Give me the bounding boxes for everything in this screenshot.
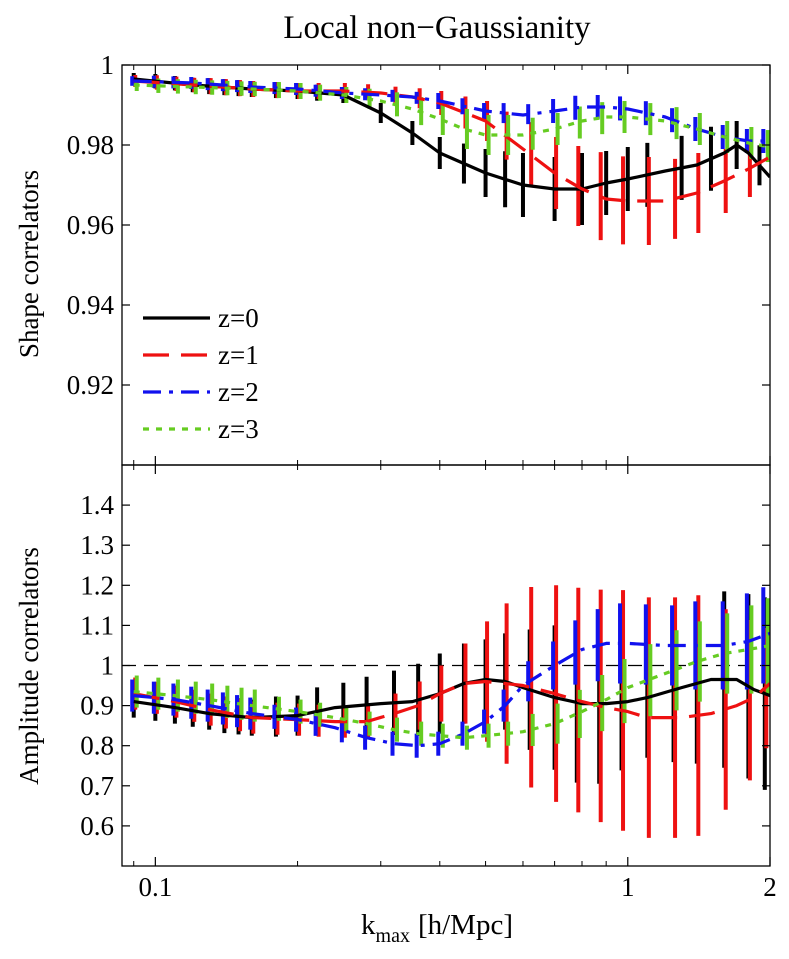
series-line-z3 xyxy=(133,643,770,740)
series-line-z2 xyxy=(133,631,770,748)
y-tick-label: 1.2 xyxy=(80,570,114,600)
y-tick-label: 0.8 xyxy=(80,731,114,761)
y-tick-label: 0.9 xyxy=(80,691,114,721)
legend-label-z1: z=1 xyxy=(218,340,259,370)
y-tick-label: 0.96 xyxy=(67,210,114,240)
x-axis-label: kmax [h/Mpc] xyxy=(361,909,513,947)
legend: z=0 z=1 z=2 z=3 xyxy=(143,303,259,444)
series-line-z2 xyxy=(133,79,770,143)
x-axis-label-units: [h/Mpc] xyxy=(418,909,513,941)
shape-correlators-panel: 0.92 0.94 0.96 0.98 1 xyxy=(67,50,771,466)
series-line-z1 xyxy=(133,79,770,203)
x-tick-label: 0.1 xyxy=(138,872,172,902)
x-axis-label-k: k xyxy=(361,909,376,941)
series-line-z0 xyxy=(133,677,770,720)
y-tick-label: 1.4 xyxy=(80,490,114,520)
y-tick-label: 0.6 xyxy=(80,811,114,841)
legend-label-z2: z=2 xyxy=(218,377,259,407)
y-tick-label: 0.98 xyxy=(67,130,114,160)
plot-area xyxy=(130,585,770,838)
chart-title: Local non−Gaussianity xyxy=(283,10,591,46)
y-tick-label: 0.92 xyxy=(67,370,114,400)
amplitude-correlators-axis-label: Amplitude correlators xyxy=(14,547,44,785)
x-tick-label: 1 xyxy=(621,872,635,902)
x-tick-label: 2 xyxy=(763,872,777,902)
shape-correlators-axis-label: Shape correlators xyxy=(14,170,44,358)
legend-label-z0: z=0 xyxy=(218,303,259,333)
x-axis-label-subscript: max xyxy=(376,925,410,947)
y-tick-label: 0.94 xyxy=(67,290,115,320)
y-tick-label: 1 xyxy=(101,50,115,80)
y-tick-label: 1.1 xyxy=(80,610,114,640)
y-tick-label: 1.3 xyxy=(80,530,114,560)
plot-area xyxy=(130,73,770,245)
amplitude-correlators-panel: 0.6 0.7 0.8 0.9 1 1.1 1.2 1.3 1.4 xyxy=(80,464,771,867)
y-tick-label: 0.7 xyxy=(80,771,114,801)
y-tick-label: 1 xyxy=(101,651,115,681)
legend-label-z3: z=3 xyxy=(218,414,259,444)
series-line-z3 xyxy=(133,83,770,149)
